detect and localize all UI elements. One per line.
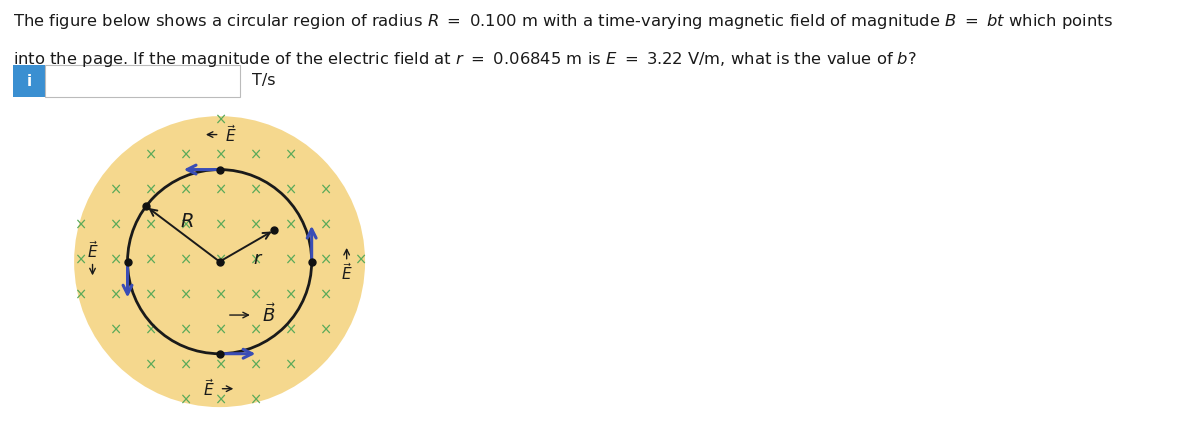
Text: $\vec{E}$: $\vec{E}$ <box>203 378 215 399</box>
Text: ×: × <box>180 182 192 197</box>
Text: $\vec{E}$: $\vec{E}$ <box>87 240 99 261</box>
Text: ×: × <box>285 182 298 197</box>
Text: ×: × <box>75 217 88 232</box>
Text: ×: × <box>180 322 192 337</box>
Text: ×: × <box>250 252 262 267</box>
Text: ×: × <box>320 322 332 337</box>
Text: ×: × <box>110 322 122 337</box>
Text: i: i <box>26 73 32 89</box>
Text: ×: × <box>215 392 228 407</box>
Text: ×: × <box>215 182 228 197</box>
Text: ×: × <box>145 357 158 372</box>
Circle shape <box>74 116 366 407</box>
Text: ×: × <box>285 147 298 162</box>
Text: ×: × <box>355 252 368 267</box>
Text: ×: × <box>75 252 88 267</box>
Text: $\vec{E}$: $\vec{E}$ <box>341 262 353 283</box>
Text: ×: × <box>320 252 332 267</box>
Text: ×: × <box>215 287 228 302</box>
Text: T/s: T/s <box>252 73 275 89</box>
Text: ×: × <box>180 252 192 267</box>
Text: ×: × <box>250 182 262 197</box>
Text: ×: × <box>285 287 298 302</box>
Text: ×: × <box>145 252 158 267</box>
Text: The figure below shows a circular region of radius $R\ =\ 0.100$ m with a time-v: The figure below shows a circular region… <box>13 12 1113 31</box>
Text: ×: × <box>145 147 158 162</box>
Text: $R$: $R$ <box>179 212 193 231</box>
Text: ×: × <box>110 252 122 267</box>
Text: ×: × <box>145 287 158 302</box>
Text: ×: × <box>180 287 192 302</box>
Text: ×: × <box>215 322 228 337</box>
Text: ×: × <box>180 392 192 407</box>
Text: ×: × <box>110 217 122 232</box>
Text: ×: × <box>180 147 192 162</box>
Text: ×: × <box>285 252 298 267</box>
Text: ×: × <box>320 217 332 232</box>
Text: into the page. If the magnitude of the electric field at $r\ =\ 0.06845$ m is $E: into the page. If the magnitude of the e… <box>13 50 916 69</box>
Text: ×: × <box>250 322 262 337</box>
Text: ×: × <box>215 147 228 162</box>
Text: ×: × <box>250 287 262 302</box>
Text: ×: × <box>215 357 228 372</box>
Text: ×: × <box>250 392 262 407</box>
Text: ×: × <box>180 217 192 232</box>
Text: $r$: $r$ <box>253 250 264 268</box>
FancyBboxPatch shape <box>45 65 240 97</box>
Text: ×: × <box>285 217 298 232</box>
Text: ×: × <box>145 182 158 197</box>
Text: ×: × <box>250 217 262 232</box>
Text: ×: × <box>250 357 262 372</box>
FancyBboxPatch shape <box>13 65 45 97</box>
Text: ×: × <box>180 357 192 372</box>
Text: $\vec{B}$: $\vec{B}$ <box>262 303 277 327</box>
Text: ×: × <box>145 322 158 337</box>
Text: ×: × <box>215 217 228 232</box>
Text: ×: × <box>215 112 228 127</box>
Text: ×: × <box>75 287 88 302</box>
Text: ×: × <box>320 287 332 302</box>
Text: ×: × <box>285 322 298 337</box>
Text: ×: × <box>215 252 228 267</box>
Text: ×: × <box>320 182 332 197</box>
Text: ×: × <box>250 147 262 162</box>
Text: ×: × <box>110 287 122 302</box>
Text: ×: × <box>145 217 158 232</box>
Text: ×: × <box>285 357 298 372</box>
Text: ×: × <box>110 182 122 197</box>
Text: $\vec{E}$: $\vec{E}$ <box>224 124 236 145</box>
